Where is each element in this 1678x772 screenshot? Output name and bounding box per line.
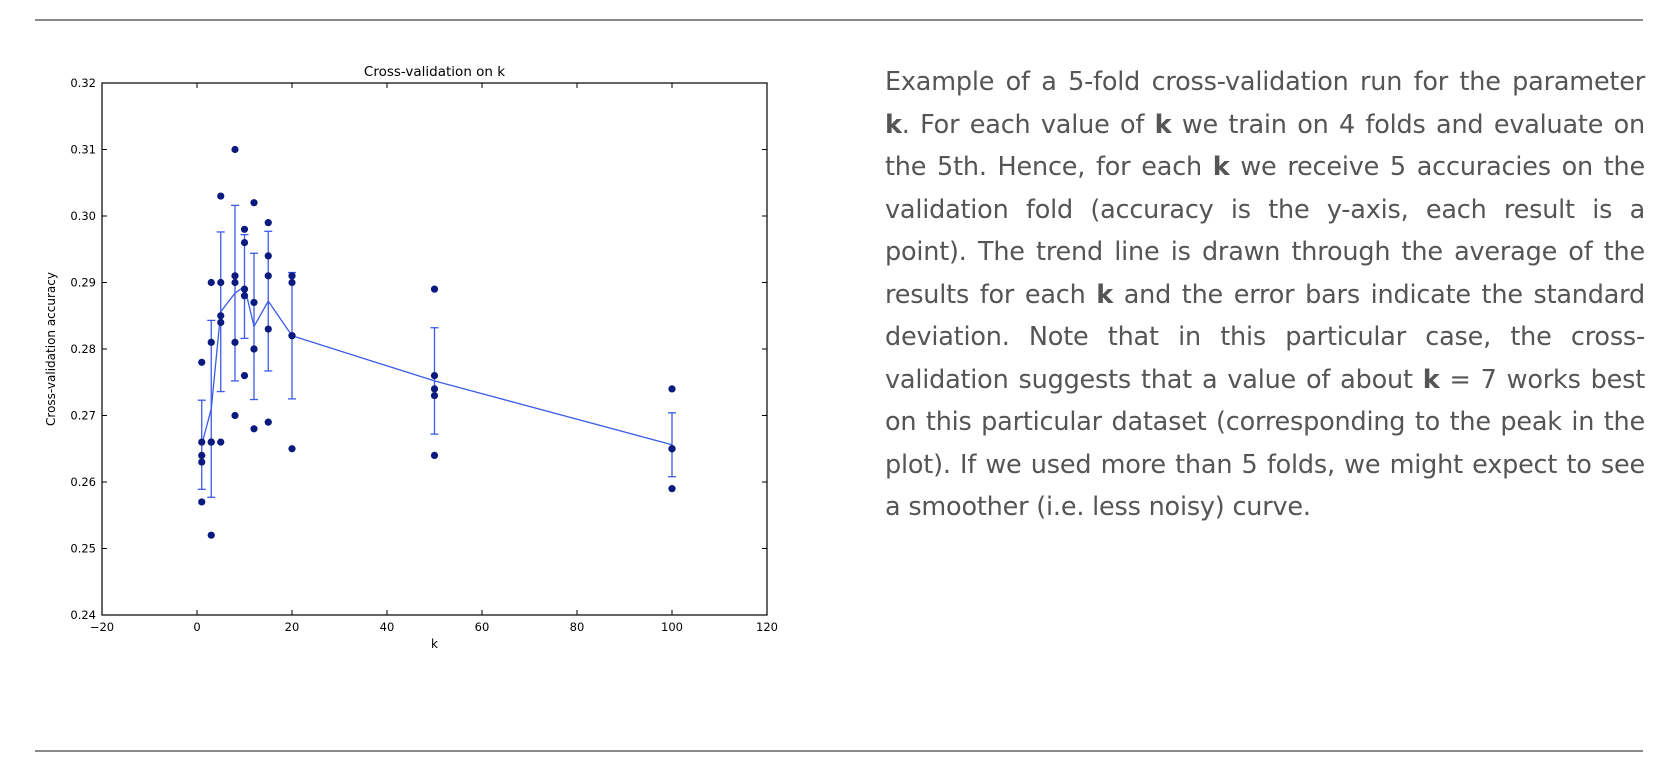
data-point <box>198 458 206 466</box>
data-point <box>198 451 206 459</box>
plot-data-layer <box>197 145 676 539</box>
data-point <box>264 252 272 260</box>
caption-text-segment: we train on 4 folds and evaluate on the … <box>885 109 1645 183</box>
x-tick-label: 0 <box>193 620 200 634</box>
data-point <box>250 425 258 433</box>
data-point <box>240 225 249 233</box>
chart-title: Cross-validation on k <box>364 64 505 80</box>
x-tick-label: 120 <box>756 620 778 634</box>
data-point <box>240 292 249 300</box>
data-point <box>668 445 676 453</box>
data-point <box>217 438 225 446</box>
data-point <box>217 192 225 200</box>
caption-param-k: k <box>1422 364 1440 395</box>
y-tick-label: 0.24 <box>70 608 96 622</box>
chart-svg: −20 0 20 40 60 80 100 120 0.24 0.25 0.26 0.27 0.28 0.… <box>44 64 778 651</box>
data-point <box>264 325 272 333</box>
figure-caption: Example of a 5-fold cross-validation run… <box>885 61 1645 529</box>
data-point <box>430 391 439 400</box>
data-point <box>264 418 272 426</box>
caption-param-k: k <box>885 109 902 140</box>
y-axis-label: Cross-validation accuracy <box>44 272 58 426</box>
data-point <box>231 278 239 287</box>
caption-param-k: k <box>1096 279 1114 310</box>
data-point <box>250 199 258 207</box>
data-point <box>217 312 225 320</box>
bottom-divider <box>35 750 1643 752</box>
x-tick-label: 20 <box>285 620 300 634</box>
data-point <box>207 531 215 539</box>
caption-text-segment: Example of a 5-fold cross-validation run… <box>885 67 1645 97</box>
trend-line <box>201 285 673 446</box>
data-point <box>288 272 296 280</box>
data-point <box>264 272 272 280</box>
cross-validation-chart: −20 0 20 40 60 80 100 120 0.24 0.25 0.26 0.27 0.28 0.… <box>35 60 845 710</box>
data-point <box>240 372 249 380</box>
y-tick-label: 0.26 <box>70 475 96 489</box>
data-point <box>430 372 439 380</box>
top-divider <box>35 19 1643 21</box>
data-point <box>264 219 272 227</box>
data-point <box>207 278 215 287</box>
data-point <box>250 345 258 353</box>
data-point <box>198 438 206 446</box>
y-tick-label: 0.29 <box>70 276 96 290</box>
data-point <box>250 298 258 307</box>
caption-text-segment: and the error bars indicate the standard… <box>885 279 1646 395</box>
axis-ticks: −20 0 20 40 60 80 100 120 0.24 0.25 0.26 0.27 0.28 0.… <box>70 76 778 634</box>
caption-param-k: k <box>1154 109 1172 140</box>
data-point <box>430 451 439 459</box>
data-point <box>217 278 225 287</box>
data-point <box>231 411 239 420</box>
data-point <box>430 385 439 393</box>
data-point <box>231 338 239 346</box>
data-point <box>207 438 215 446</box>
y-tick-label: 0.30 <box>70 209 96 223</box>
data-point <box>240 285 249 293</box>
data-point <box>231 272 239 280</box>
data-point <box>198 358 206 366</box>
caption-text-segment: we receive 5 accuracies on the validatio… <box>885 152 1646 310</box>
x-tick-label: 80 <box>570 620 585 634</box>
data-point <box>288 278 296 287</box>
x-axis-label: k <box>431 637 438 651</box>
data-point <box>668 385 676 393</box>
data-point <box>231 145 239 154</box>
data-point <box>288 332 296 340</box>
caption-param-k: k <box>1212 152 1230 182</box>
y-tick-label: 0.31 <box>70 143 96 157</box>
x-tick-label: 60 <box>475 620 490 634</box>
caption-text-segment: = 7 works best on this particular datase… <box>885 364 1645 523</box>
y-tick-label: 0.27 <box>70 409 96 423</box>
x-tick-label: −20 <box>90 620 114 634</box>
data-point <box>240 239 249 247</box>
x-tick-label: 40 <box>380 620 395 634</box>
data-point <box>668 485 676 493</box>
caption-text-segment: . For each value of <box>901 109 1155 140</box>
data-point <box>198 498 206 506</box>
x-tick-label: 100 <box>661 620 683 634</box>
y-tick-label: 0.25 <box>70 542 96 556</box>
y-tick-label: 0.28 <box>70 342 96 356</box>
y-tick-label: 0.32 <box>70 76 96 90</box>
data-point <box>217 318 225 326</box>
data-point <box>430 285 439 293</box>
data-point <box>207 338 215 346</box>
data-point <box>288 445 296 453</box>
